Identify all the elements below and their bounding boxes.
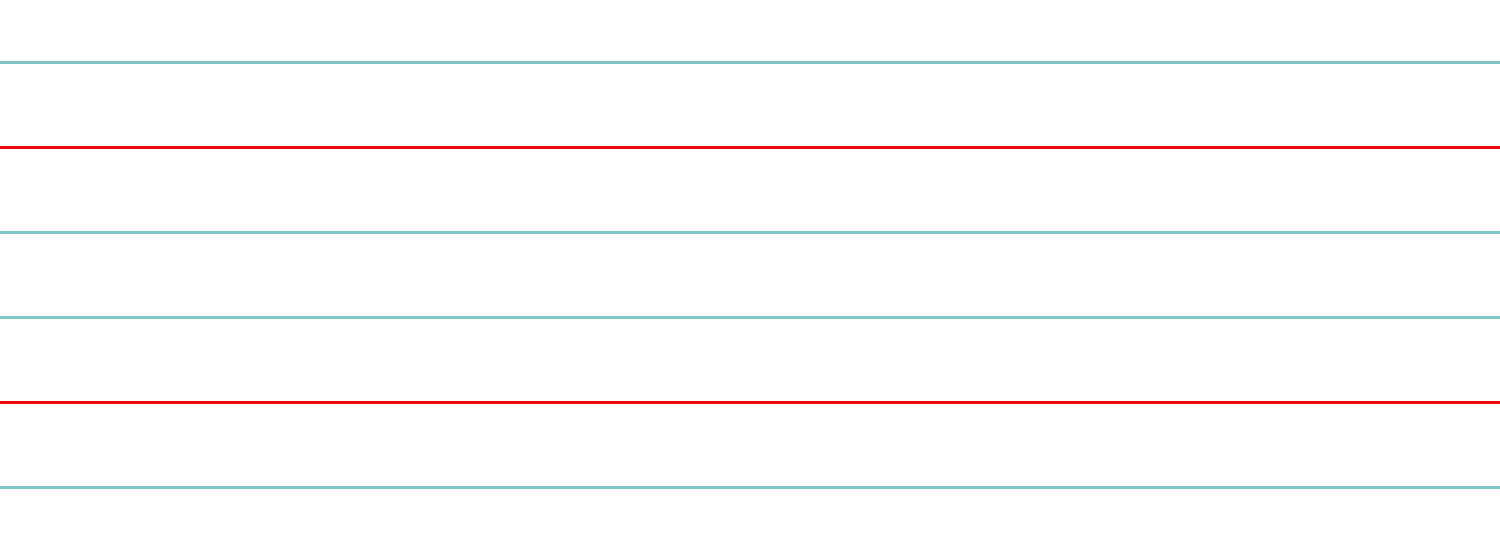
ruled-sheet — [0, 0, 1500, 540]
page: {} (() => { const data = JSON.parse(docu… — [0, 0, 1500, 540]
background — [0, 0, 1500, 540]
